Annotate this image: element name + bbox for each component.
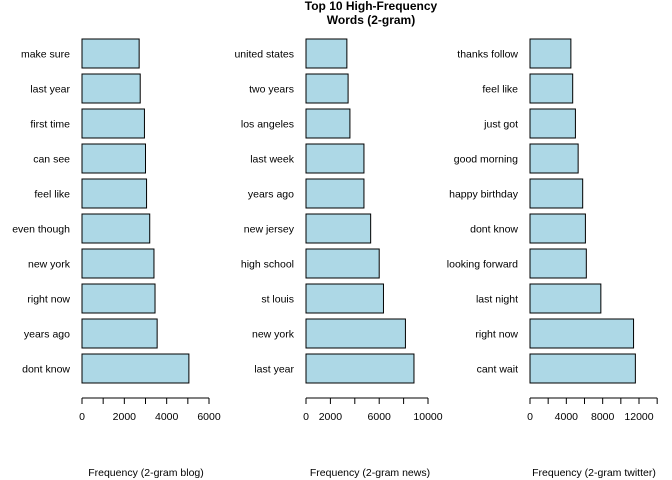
category-label: dont know	[22, 364, 70, 376]
x-tick-label: 0	[303, 411, 309, 423]
bar	[529, 283, 602, 314]
x-tick-label: 6000	[368, 411, 392, 423]
category-label: happy birthday	[449, 189, 519, 201]
bar	[305, 318, 406, 349]
bar	[81, 108, 145, 139]
bar-panel-3: thanks follow feel like just got good morni…	[447, 38, 658, 479]
category-label: st louis	[261, 294, 294, 306]
category-label: united states	[234, 49, 294, 61]
bar	[81, 353, 190, 384]
category-label: first time	[30, 119, 70, 131]
category-label: looking forward	[447, 259, 518, 271]
x-tick-label: 4000	[555, 411, 579, 423]
category-label: right now	[27, 294, 70, 306]
chart-title-line-1: Top 10 High-Frequency	[305, 0, 438, 13]
x-tick-label: 12000	[624, 411, 653, 423]
x-tick-label: 2000	[319, 411, 343, 423]
x-tick-label: 0	[79, 411, 85, 423]
chart-panels: make sure last year first time can see feel …	[12, 38, 658, 479]
bar	[529, 73, 574, 104]
bar	[529, 108, 576, 139]
bar	[81, 213, 151, 244]
x-axis-label: Frequency (2-gram blog)	[88, 467, 204, 479]
bar	[81, 248, 155, 279]
bar	[305, 353, 415, 384]
bar	[529, 353, 636, 384]
category-label: make sure	[21, 49, 70, 61]
bar	[529, 38, 572, 69]
category-label: good morning	[454, 154, 518, 166]
bar	[529, 248, 587, 279]
x-tick-label: 2000	[113, 411, 137, 423]
category-label: just got	[483, 119, 518, 131]
bar	[81, 73, 141, 104]
category-label: even though	[12, 224, 70, 236]
category-label: new york	[28, 259, 71, 271]
bar-panel-2: united states two years los angeles last we…	[234, 38, 443, 479]
bar	[305, 248, 380, 279]
bar-panel-1: make sure last year first time can see feel …	[12, 38, 221, 479]
category-label: last week	[250, 154, 295, 166]
bar	[81, 143, 146, 174]
category-label: years ago	[248, 189, 294, 201]
bar	[305, 38, 348, 69]
category-label: high school	[241, 259, 294, 271]
x-tick-label: 4000	[155, 411, 179, 423]
x-tick-label: 6000	[197, 411, 221, 423]
category-label: feel like	[34, 189, 70, 201]
category-label: thanks follow	[457, 49, 518, 61]
bar	[81, 178, 148, 209]
category-label: last year	[30, 84, 70, 96]
x-tick-label: 0	[527, 411, 533, 423]
chart-title-line-2: Words (2-gram)	[327, 13, 415, 27]
category-label: new york	[252, 329, 295, 341]
category-label: los angeles	[241, 119, 294, 131]
bar	[81, 318, 158, 349]
category-label: last night	[476, 294, 518, 306]
category-label: right now	[475, 329, 518, 341]
category-label: two years	[249, 84, 294, 96]
x-axis-label: Frequency (2-gram news)	[310, 467, 430, 479]
x-tick-label: 10000	[413, 411, 442, 423]
category-label: cant wait	[477, 364, 519, 376]
x-axis-label: Frequency (2-gram twitter)	[532, 467, 656, 479]
bar	[529, 178, 584, 209]
bar	[529, 318, 635, 349]
bar	[305, 73, 349, 104]
category-label: dont know	[470, 224, 518, 236]
category-label: years ago	[24, 329, 70, 341]
category-label: new jersey	[244, 224, 295, 236]
bar	[81, 283, 156, 314]
bar	[305, 178, 365, 209]
bar	[81, 38, 140, 69]
category-label: feel like	[482, 84, 518, 96]
category-label: last year	[254, 364, 294, 376]
x-tick-label: 8000	[591, 411, 615, 423]
category-label: can see	[33, 154, 70, 166]
bar	[305, 108, 351, 139]
bar	[305, 283, 384, 314]
bar	[305, 213, 372, 244]
bar	[529, 143, 579, 174]
bar	[305, 143, 365, 174]
bar	[529, 213, 586, 244]
